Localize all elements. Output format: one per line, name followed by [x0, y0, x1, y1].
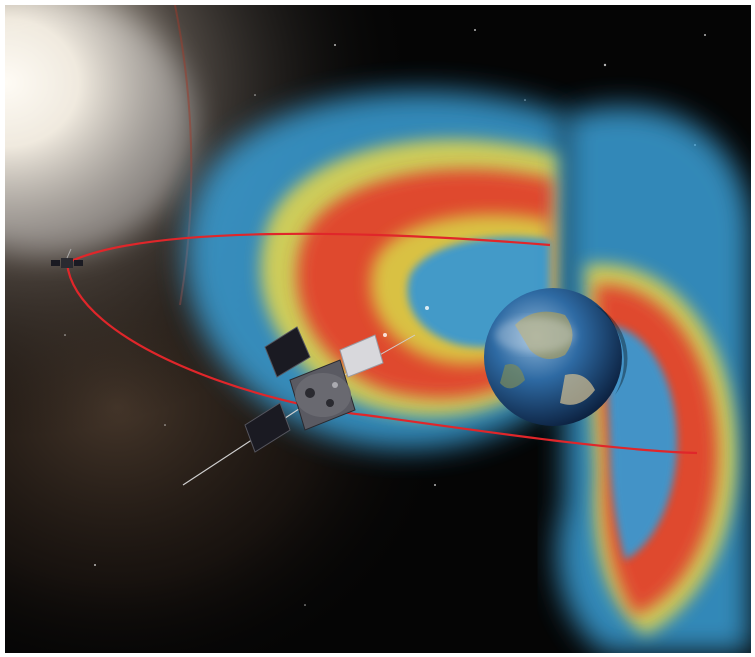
- illustration-canvas: [5, 5, 751, 653]
- spacecraft-main: [182, 326, 416, 486]
- earth: [484, 288, 628, 426]
- particle: [383, 333, 387, 337]
- space-scene: [5, 5, 751, 653]
- spacecraft-distant: [51, 248, 83, 268]
- particle: [425, 306, 429, 310]
- sun-core: [5, 5, 195, 255]
- spacecraft-orbit-front: [65, 262, 698, 455]
- spacecraft-orbit-back: [66, 232, 551, 264]
